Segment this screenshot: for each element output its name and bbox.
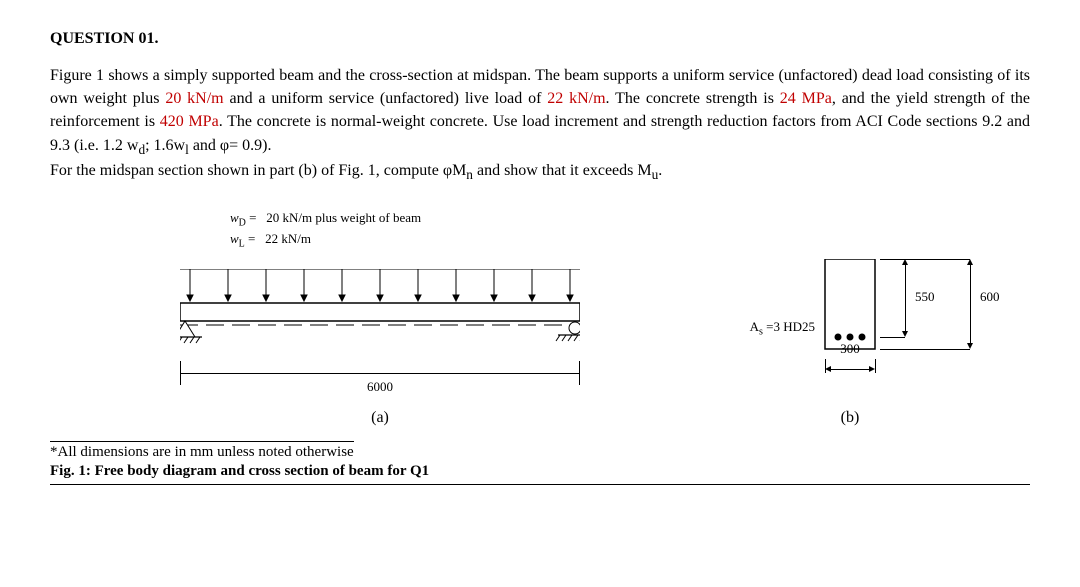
wd-row: wD = 20 kN/m plus weight of beam: [230, 209, 421, 231]
as-label: As =3 HD25: [710, 319, 815, 338]
figure-area: wD = 20 kN/m plus weight of beam wL = 22…: [50, 209, 1030, 479]
text-run: ; 1.6w: [145, 137, 185, 154]
highlight-dead-load: 20 kN/m: [165, 90, 223, 107]
wl-value: 22 kN/m: [265, 231, 311, 246]
page: QUESTION 01. Figure 1 shows a simply sup…: [0, 0, 1080, 587]
wd-symbol: w: [230, 210, 239, 225]
sublabel-a: (a): [180, 409, 580, 427]
wd-value: 20 kN/m plus weight of beam: [266, 210, 421, 225]
wl-row: wL = 22 kN/m: [230, 230, 421, 252]
load-definitions: wD = 20 kN/m plus weight of beam wL = 22…: [230, 209, 421, 252]
wd-subscript: D: [239, 217, 246, 228]
wd-eq: =: [246, 210, 257, 225]
dim-600-value: 600: [980, 289, 1000, 305]
sublabel-b: (b): [790, 409, 910, 427]
highlight-fy: 420 MPa: [160, 113, 219, 130]
wl-eq: =: [245, 231, 256, 246]
beam-elevation: 6000: [180, 269, 580, 359]
problem-statement: Figure 1 shows a simply supported beam a…: [50, 64, 1030, 185]
figure-caption: Fig. 1: Free body diagram and cross sect…: [50, 463, 1030, 485]
text-run: and φ= 0.9).: [189, 137, 272, 154]
highlight-fc: 24 MPa: [780, 90, 832, 107]
dim-550-value: 550: [915, 289, 935, 305]
figure-footer: *All dimensions are in mm unless noted o…: [50, 439, 1030, 485]
text-run: .: [658, 162, 662, 179]
as-prefix: A: [750, 319, 759, 334]
as-rest: =3 HD25: [763, 319, 815, 334]
span-dimension: 6000: [180, 361, 580, 377]
dimensions-note: *All dimensions are in mm unless noted o…: [50, 441, 354, 461]
text-run: and a uniform service (unfactored) live …: [224, 90, 548, 107]
dim-300-value: 300: [820, 341, 880, 357]
cross-section: As =3 HD25 550: [710, 259, 1050, 409]
question-title: QUESTION 01.: [50, 30, 1030, 48]
wl-symbol: w: [230, 231, 239, 246]
text-run: and show that it exceeds M: [473, 162, 652, 179]
text-run: . The concrete strength is: [606, 90, 780, 107]
span-value: 6000: [363, 379, 397, 394]
subscript-n: n: [466, 167, 473, 182]
dim-300: 300: [820, 359, 880, 389]
xsec-svg: [820, 259, 880, 354]
beam-svg: [180, 269, 580, 359]
highlight-live-load: 22 kN/m: [547, 90, 605, 107]
text-run: For the midspan section shown in part (b…: [50, 162, 466, 179]
